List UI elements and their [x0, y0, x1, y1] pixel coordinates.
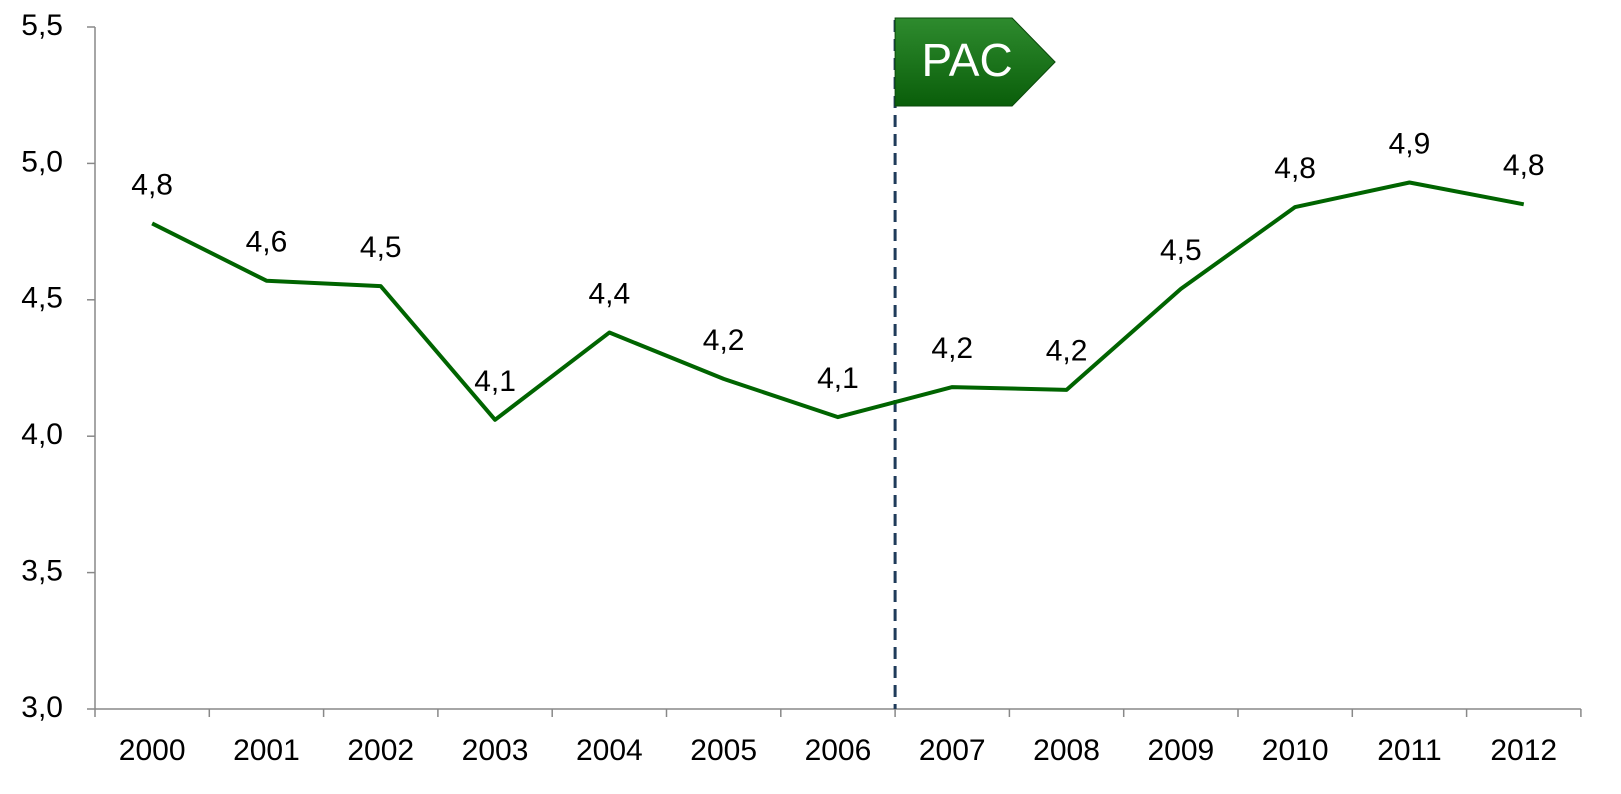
x-tick-label: 2004: [576, 734, 643, 767]
annotation-text: PAC: [922, 34, 1013, 86]
data-line: [151, 180, 1525, 422]
x-tick-label: 2011: [1377, 734, 1442, 767]
data-label: 4,1: [817, 362, 859, 395]
x-tick-label: 2007: [919, 734, 986, 767]
data-label: 4,2: [1046, 335, 1088, 368]
data-label: 4,9: [1389, 127, 1431, 160]
x-tick-label: 2006: [805, 734, 872, 767]
y-tick-label: 5,5: [21, 9, 63, 42]
y-tick-label: 5,0: [21, 145, 63, 178]
y-tick-label: 4,0: [21, 418, 63, 451]
x-tick-label: 2012: [1490, 734, 1557, 767]
x-tick-label: 2003: [462, 734, 529, 767]
x-tick-label: 2005: [690, 734, 757, 767]
data-label: 4,2: [931, 332, 973, 365]
y-tick-label: 3,5: [21, 555, 63, 588]
data-label: 4,8: [1274, 152, 1316, 185]
x-tick-label: 2001: [233, 734, 300, 767]
annotation-flag: [894, 17, 1056, 107]
data-label: 4,4: [588, 277, 630, 310]
data-label: 4,5: [1160, 234, 1202, 267]
data-label: 4,1: [474, 365, 516, 398]
data-label: 4,8: [1503, 149, 1545, 182]
x-tick-label: 2002: [347, 734, 414, 767]
y-tick-label: 3,0: [21, 691, 63, 724]
x-tick-label: 2000: [119, 734, 186, 767]
y-tick-label: 4,5: [21, 282, 63, 315]
x-tick-label: 2010: [1262, 734, 1329, 767]
data-label: 4,8: [131, 168, 173, 201]
data-label: 4,5: [360, 231, 402, 264]
data-label: 4,2: [703, 324, 745, 357]
x-tick-label: 2009: [1147, 734, 1214, 767]
x-tick-label: 2008: [1033, 734, 1100, 767]
data-label: 4,6: [246, 226, 288, 259]
